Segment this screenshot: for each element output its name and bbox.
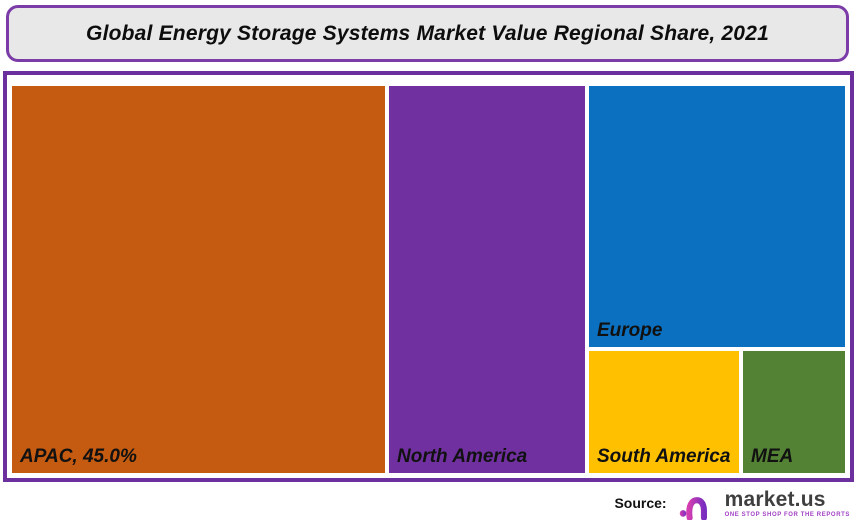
marketus-logo: market.us ONE STOP SHOP FOR THE REPORTS: [679, 487, 850, 520]
tile-label-apac: APAC, 45.0%: [20, 446, 137, 467]
tile-label-south-america: South America: [597, 446, 731, 467]
treemap: APAC, 45.0% North America Europe South A…: [12, 86, 845, 473]
source-label: Source:: [614, 495, 667, 511]
chart-title: Global Energy Storage Systems Market Val…: [86, 21, 769, 45]
marketus-logo-text: market.us ONE STOP SHOP FOR THE REPORTS: [725, 489, 850, 518]
marketus-wordmark: market.us: [724, 487, 826, 511]
marketus-logo-icon: [679, 488, 719, 520]
source-row: Source: market.us ONE STOP SHOP FOR THE …: [614, 483, 850, 523]
treemap-tile-apac[interactable]: APAC, 45.0%: [12, 86, 385, 473]
chart-title-box: Global Energy Storage Systems Market Val…: [6, 5, 849, 62]
treemap-tile-south-america[interactable]: South America: [589, 351, 739, 473]
tile-label-mea: MEA: [751, 446, 794, 467]
treemap-frame: APAC, 45.0% North America Europe South A…: [3, 71, 854, 482]
treemap-tile-europe[interactable]: Europe: [589, 86, 845, 347]
marketus-tagline: ONE STOP SHOP FOR THE REPORTS: [724, 511, 850, 518]
treemap-tile-mea[interactable]: MEA: [743, 351, 845, 473]
tile-label-europe: Europe: [597, 320, 663, 341]
tile-label-north-america: North America: [397, 446, 528, 467]
treemap-tile-north-america[interactable]: North America: [389, 86, 585, 473]
